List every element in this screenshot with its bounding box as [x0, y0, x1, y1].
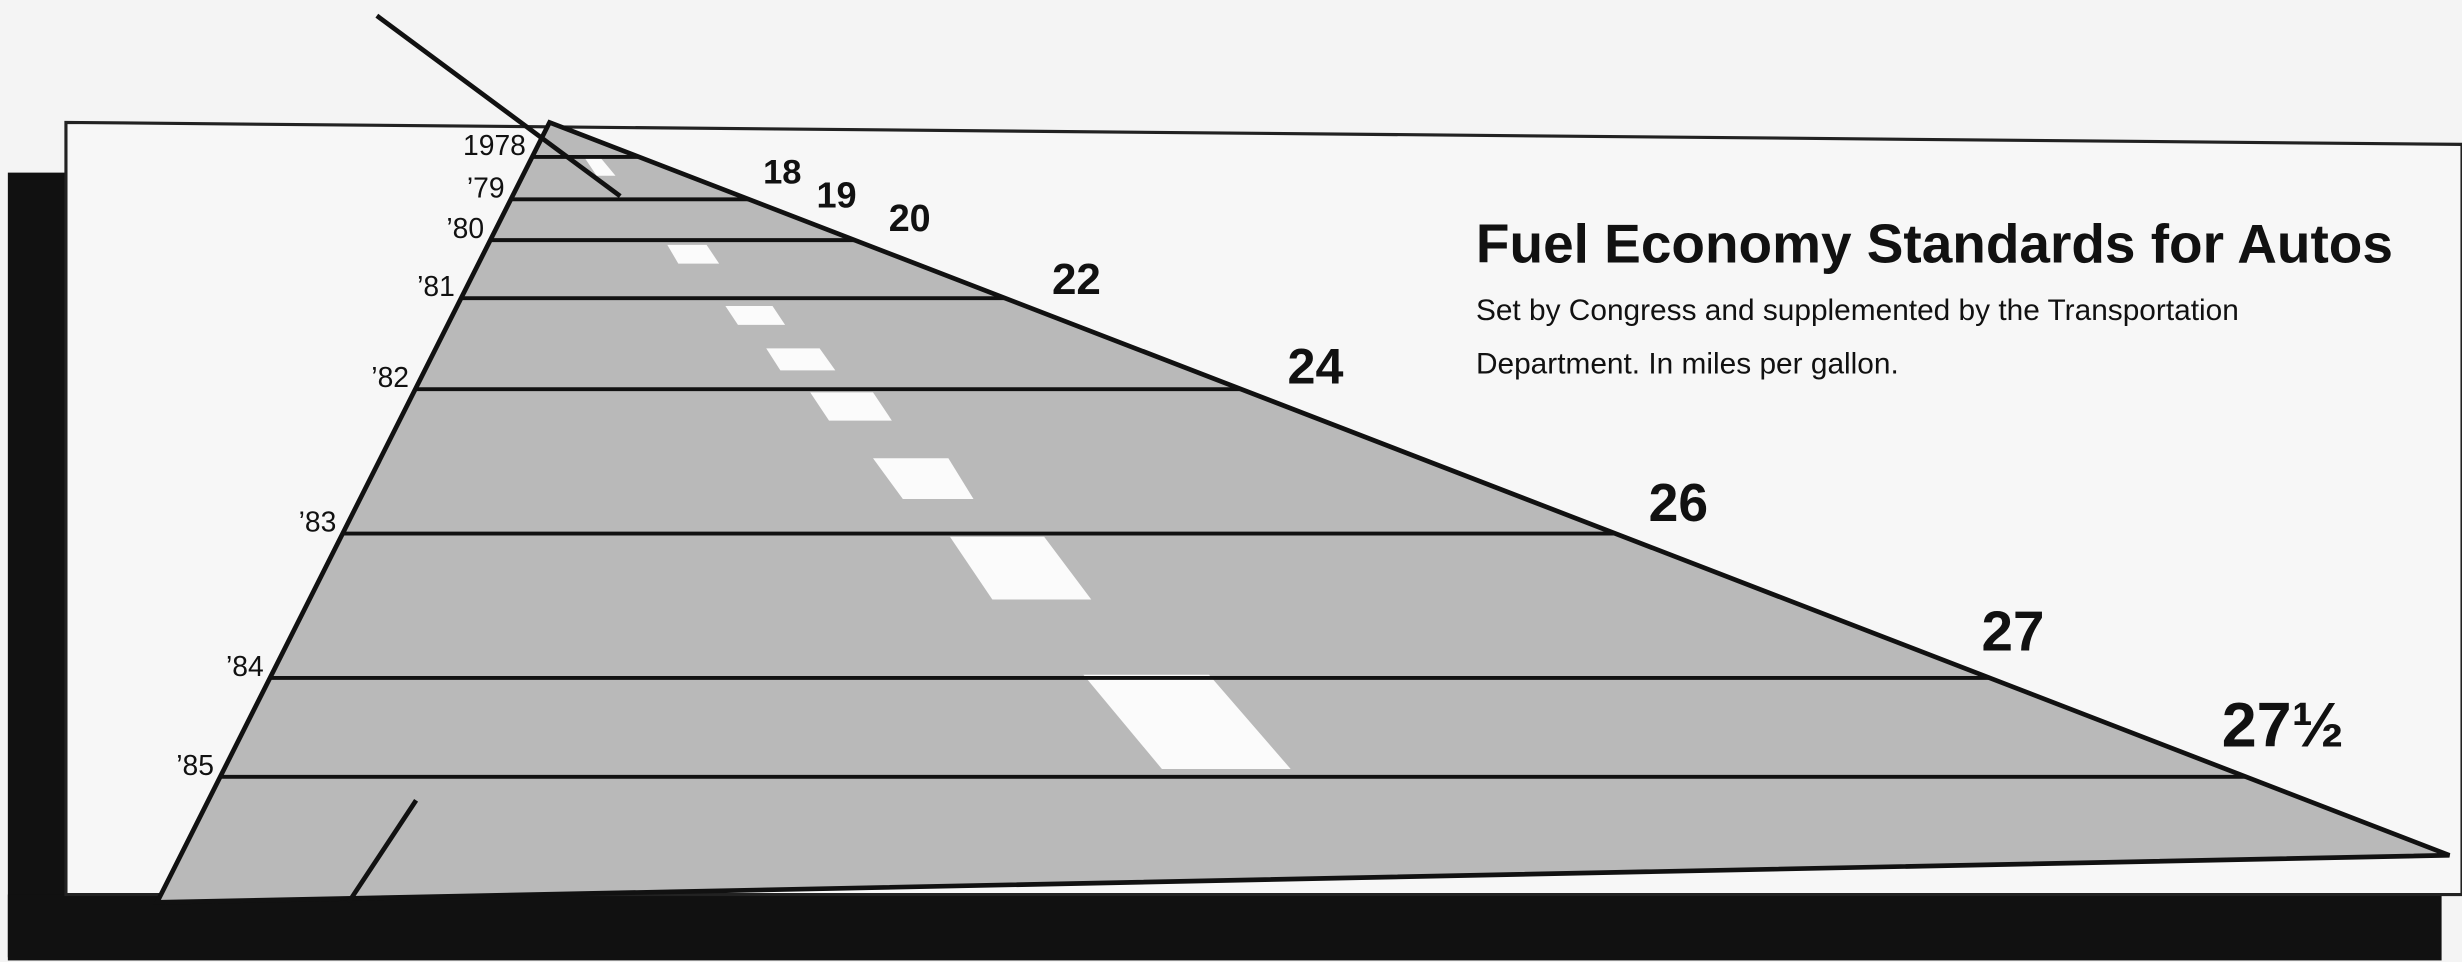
value-label: 19: [816, 174, 856, 215]
subtitle-box: Set by Congress and supplemented by the …: [1476, 286, 2371, 412]
value-label: 27: [1982, 600, 2045, 663]
year-label: ’83: [299, 506, 337, 538]
page: Fuel Economy Standards for Autos Set by …: [0, 0, 2462, 962]
year-label: ’85: [176, 749, 214, 781]
value-label: 22: [1052, 255, 1101, 304]
value-label: 26: [1649, 474, 1708, 533]
year-label: ’82: [371, 361, 409, 393]
value-label: 24: [1288, 339, 1344, 395]
chart-subtitle: Set by Congress and supplemented by the …: [1476, 286, 2371, 393]
value-label: 20: [889, 197, 931, 239]
value-label: 18: [763, 153, 801, 191]
chart-title: Fuel Economy Standards for Autos: [1476, 212, 2393, 274]
year-label: 1978: [463, 129, 526, 161]
panel-shadow-left: [8, 173, 74, 958]
panel-shadow-bottom: [8, 895, 2442, 961]
year-label: ’79: [467, 171, 505, 203]
chart: Fuel Economy Standards for Autos Set by …: [0, 0, 2462, 962]
year-label: ’81: [417, 270, 455, 302]
value-label: 27½: [2222, 690, 2344, 760]
year-label: ’84: [226, 650, 264, 682]
year-label: ’80: [446, 212, 484, 244]
